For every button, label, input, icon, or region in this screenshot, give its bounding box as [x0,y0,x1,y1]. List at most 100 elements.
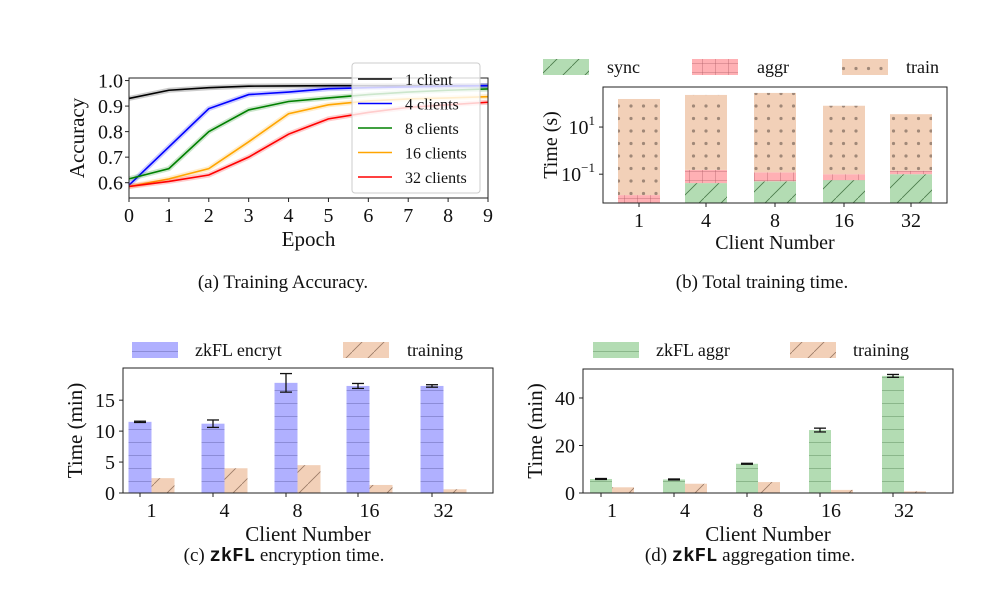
y-tick-label: 0.8 [98,122,123,144]
bar-training-4 [685,483,707,493]
x-tick-label: 4 [220,500,230,522]
bar-training-4 [224,468,248,493]
y-tick-label: 10−1 [561,160,595,186]
x-tick-label: 0 [124,205,134,227]
bar-train-4 [685,94,727,170]
bar-train-1 [618,98,660,196]
x-tick-label: 8 [753,500,763,522]
x-tick-label: 8 [293,500,303,522]
y-tick-label: 40 [555,388,575,410]
caption-text: Training Accuracy. [223,272,369,293]
x-axis-label: Client Number [705,522,830,546]
x-tick-label: 2 [204,205,214,227]
x-tick-label: 8 [443,205,453,227]
x-tick-label: 1 [164,205,174,227]
legend-swatch-train [842,59,888,75]
legend-box [351,62,481,194]
caption-text: aggregation time. [722,545,856,566]
x-tick-label: 4 [701,210,711,232]
x-axis-label: Epoch [282,227,336,251]
axes-frame [582,368,954,494]
x-tick-label: 16 [821,500,841,522]
x-tick-label: 32 [901,210,921,232]
bar-training-16 [369,484,393,493]
bar-zkFL-aggr-32 [882,375,904,493]
legend-label: sync [607,57,640,77]
bar-train-32 [890,114,932,171]
axes-frame [602,86,948,204]
y-tick-label: 0.6 [98,173,123,195]
legend-label: zkFL encryt [195,340,282,360]
legend-label: 4 clients [405,97,459,114]
bar-training-8 [758,482,780,493]
y-axis-label: Time (min) [63,383,87,478]
x-tick-label: 1 [607,500,617,522]
bar-aggr-8 [754,172,796,182]
x-tick-label: 1 [634,210,644,232]
legend-label: train [906,57,939,77]
y-tick-label: 1.0 [98,71,123,93]
bar-train-16 [823,105,865,175]
y-tick-label: 15 [95,390,115,412]
legend-label: 8 clients [405,121,459,138]
x-tick-label: 32 [894,500,914,522]
tick-base: 10 [569,117,589,139]
y-tick-label: 0 [565,483,575,505]
legend-label: 16 clients [405,146,467,163]
chart-d-aggregation-time: 1 4 8 16 32 0 20 40 Client Number Time (min) zkFL … [523,340,954,546]
bar-zkFL-aggr-1 [590,478,612,493]
bar-training-32 [904,491,926,493]
legend: zkFL aggr training [593,340,909,360]
legend-swatch-zkFL-aggr [593,342,639,358]
tick-exponent: 1 [589,113,596,128]
x-tick-label: 8 [770,210,780,232]
chart-a-training-accuracy: 0.6 0.7 0.8 0.9 1.0 0 1 2 3 4 5 6 7 8 9 Epoch Accuracy 1 … [65,62,493,251]
bar-zkFL-aggr-8 [736,463,758,493]
y-axis-label: Accuracy [65,97,89,178]
bar-zkFL-encryt-8 [274,382,298,493]
chart-c-encryption-time: 1 4 8 16 32 0 5 10 15 Client Number Time (min) zkFL… [63,340,494,546]
y-tick-label: 101 [569,113,596,139]
caption-code: zkFL [209,545,256,567]
bar-training-1 [151,478,175,493]
tick-base: 10 [561,164,581,186]
bar-sync-16 [823,180,865,203]
x-tick-label: 4 [680,500,690,522]
x-tick-label: 3 [244,205,254,227]
x-tick-label: 7 [403,205,413,227]
caption-d: (d) zkFL aggregation time. [645,545,855,567]
legend-swatch-training [343,342,389,358]
bar-aggr-32 [890,170,932,175]
caption-text: encryption time. [259,545,385,566]
x-axis-label: Client Number [715,232,835,254]
caption-label: (d) [644,545,668,566]
y-tick-label: 5 [105,452,115,474]
x-tick-label: 9 [483,205,493,227]
legend: zkFL encryt training [132,340,463,360]
legend-swatch-training [790,342,836,358]
legend-label: training [853,340,909,360]
bar-training-8 [297,465,321,493]
bar-aggr-4 [685,169,727,184]
x-tick-label: 16 [360,500,380,522]
x-tick-label: 32 [434,500,454,522]
legend-swatch-zkFL-encryt [132,342,178,358]
bar-sync-8 [754,181,796,203]
bar-zkFL-encryt-32 [420,385,444,493]
legend-label: aggr [757,57,789,77]
legend-label: 1 client [405,72,453,89]
bar-zkFL-encryt-16 [346,385,370,493]
legend: sync aggr train [543,57,939,77]
x-axis-label: Client Number [245,522,370,546]
caption-c: (c) zkFL encryption time. [184,545,385,567]
legend-swatch-aggr [692,59,738,75]
x-tick-label: 4 [284,205,294,227]
bar-aggr-16 [823,174,865,181]
tick-exponent: −1 [581,160,595,175]
caption-b: (b) Total training time. [676,272,848,294]
x-tick-label: 6 [363,205,373,227]
bar-train-8 [754,92,796,173]
x-tick-label: 1 [147,500,157,522]
bar-sync-32 [890,174,932,203]
